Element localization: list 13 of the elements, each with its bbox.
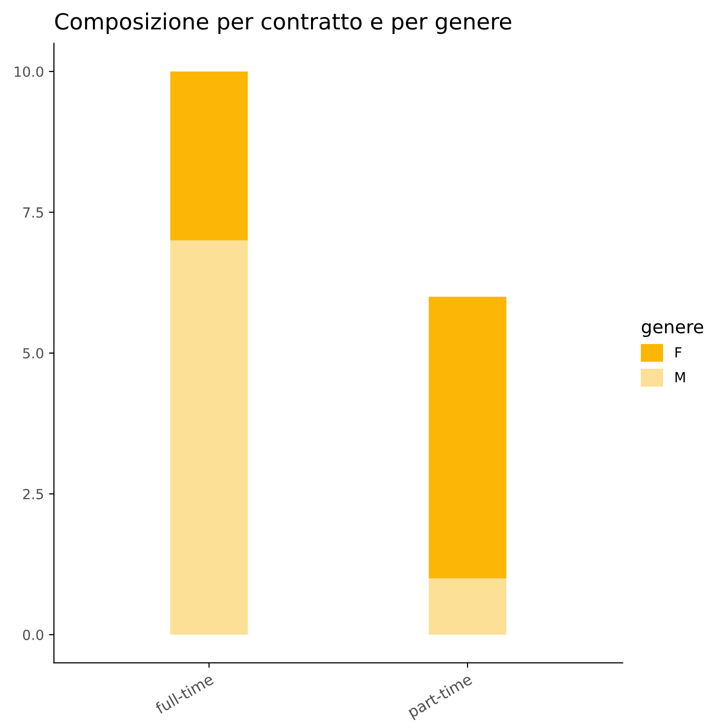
y-tick-label: 7.5 — [23, 207, 43, 218]
bar — [428, 296, 506, 578]
bar — [170, 240, 248, 635]
y-tick-label: 0.0 — [23, 630, 44, 640]
legend-title: genere — [642, 323, 704, 338]
chart-title: Composizione per contratto e per genere — [55, 12, 512, 34]
bar — [428, 578, 506, 635]
y-tick-label: 2.5 — [23, 488, 43, 500]
y-tick-label: 10.0 — [14, 66, 44, 77]
y-tick-label: 5.0 — [23, 348, 44, 359]
bar — [170, 71, 248, 240]
legend-label: M — [676, 372, 685, 382]
legend-label: F — [676, 347, 682, 358]
